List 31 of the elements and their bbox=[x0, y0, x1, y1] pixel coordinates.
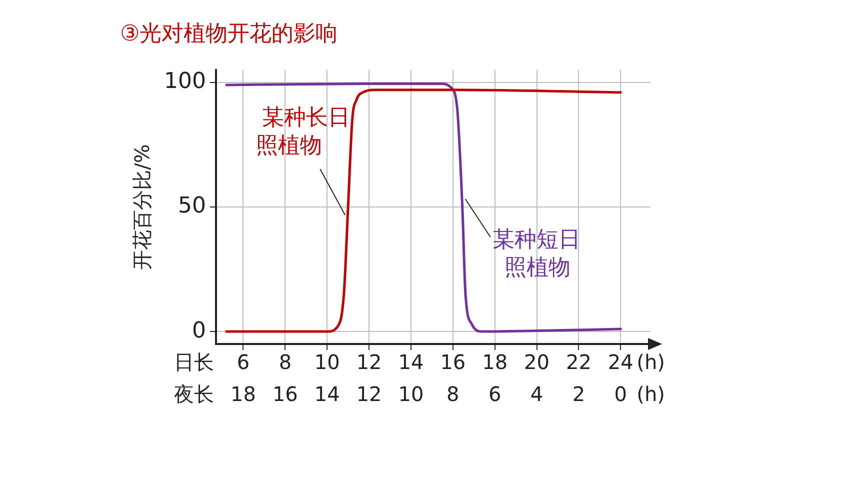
x-tick-label: 24 bbox=[608, 350, 634, 374]
x2-tick-label: 12 bbox=[356, 382, 382, 406]
y-tick-label: 100 bbox=[164, 69, 206, 94]
series-label: 某种短日照植物 bbox=[492, 228, 580, 281]
x2-tick-label: 2 bbox=[572, 382, 586, 406]
x2-tick-label: 16 bbox=[272, 382, 298, 406]
y-tick-label: 50 bbox=[178, 194, 206, 219]
x-axis-title: 日长 bbox=[174, 350, 214, 374]
x2-axis-title: 夜长 bbox=[174, 382, 214, 406]
x2-tick-label: 6 bbox=[488, 382, 502, 406]
x-tick-label: 16 bbox=[440, 350, 466, 374]
text: (h) bbox=[636, 382, 665, 406]
x-tick-label: 18 bbox=[482, 350, 508, 374]
chart-title: ③光对植物开花的影响 bbox=[120, 22, 338, 47]
series-label: 某种长日照植物 bbox=[256, 106, 350, 159]
x-tick-label: 20 bbox=[524, 350, 550, 374]
x-tick-label: 12 bbox=[356, 350, 382, 374]
text: (h) bbox=[636, 350, 665, 374]
x-tick-label: 22 bbox=[566, 350, 592, 374]
x2-tick-label: 18 bbox=[230, 382, 256, 406]
x2-tick-label: 4 bbox=[530, 382, 544, 406]
x-tick-label: 10 bbox=[314, 350, 340, 374]
x2-tick-label: 10 bbox=[398, 382, 424, 406]
x2-tick-label: 14 bbox=[314, 382, 340, 406]
x2-tick-label: 8 bbox=[446, 382, 460, 406]
x-tick-label: 8 bbox=[278, 350, 292, 374]
x-tick-label: 6 bbox=[236, 350, 250, 374]
x-tick-label: 14 bbox=[398, 350, 424, 374]
x2-tick-label: 0 bbox=[614, 382, 628, 406]
y-axis-title: 开花百分比/% bbox=[130, 144, 154, 270]
y-tick-label: 0 bbox=[192, 318, 206, 344]
